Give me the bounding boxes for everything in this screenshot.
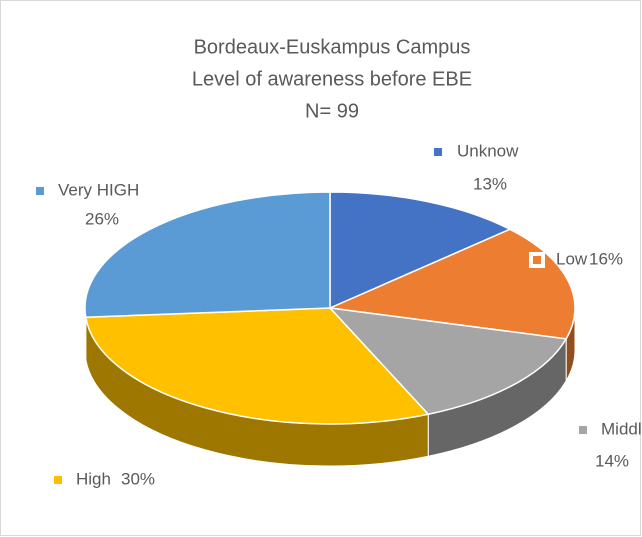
slice bbox=[328, 306, 568, 416]
slice bbox=[329, 191, 512, 310]
slice-label: High bbox=[76, 469, 111, 488]
slice-value-label: 14% bbox=[595, 451, 629, 470]
slice-value-label: 16% bbox=[589, 249, 623, 268]
slice bbox=[84, 307, 430, 425]
legend-marker bbox=[434, 148, 442, 156]
chart-subtitle: Level of awareness before EBE bbox=[192, 68, 472, 90]
chart-title: Bordeaux-Euskampus Campus bbox=[194, 36, 471, 58]
slice-label: Unknow bbox=[457, 141, 519, 160]
slice-label: Middle bbox=[601, 419, 642, 438]
slice-value-label: 26% bbox=[85, 209, 119, 228]
legend-marker bbox=[36, 187, 44, 195]
legend-marker bbox=[579, 426, 587, 434]
legend-marker bbox=[54, 476, 62, 484]
slice-value-label: 13% bbox=[473, 174, 507, 193]
chart-annotation: N= 99 bbox=[305, 100, 359, 122]
slice-label: Very HIGH bbox=[58, 180, 139, 199]
legend-marker bbox=[533, 256, 541, 264]
slice-label: Low bbox=[556, 249, 588, 268]
slice bbox=[84, 191, 331, 318]
slice-value-label: 30% bbox=[121, 469, 155, 488]
slice bbox=[327, 228, 576, 340]
